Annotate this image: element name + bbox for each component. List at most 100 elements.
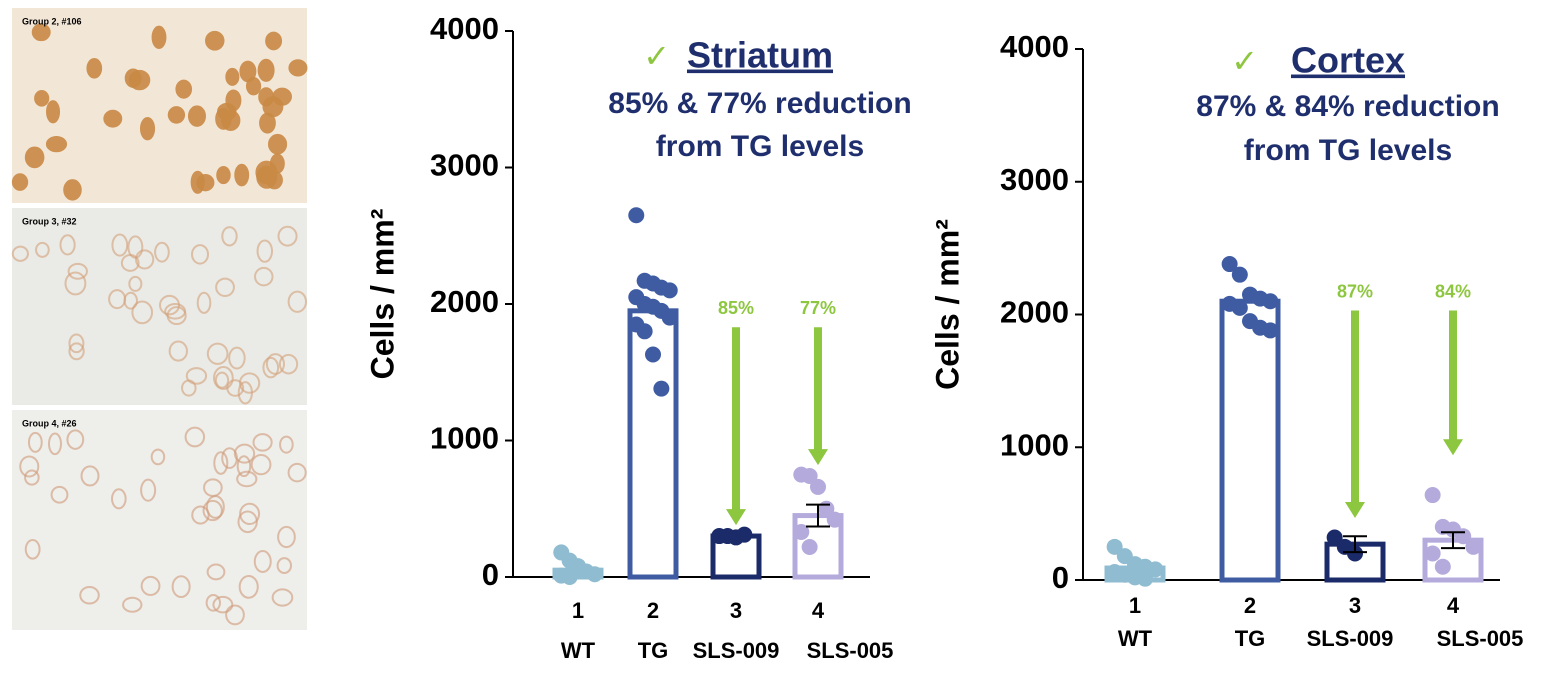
data-point	[636, 323, 653, 340]
cell	[187, 105, 207, 127]
cell	[236, 455, 252, 478]
arrow	[1443, 310, 1463, 456]
cell	[206, 342, 229, 365]
cell	[46, 100, 61, 124]
category-number: 1	[1129, 593, 1141, 618]
cell	[245, 76, 262, 96]
data-point	[1424, 545, 1441, 562]
y-tick-label: 0	[1052, 560, 1069, 595]
cell	[80, 465, 100, 487]
category-label: SLS-005	[1437, 626, 1524, 651]
cell	[159, 294, 180, 316]
cell	[196, 291, 212, 314]
data-point	[661, 282, 678, 299]
cell	[237, 510, 258, 534]
cell	[31, 23, 51, 42]
data-point	[1465, 538, 1482, 555]
y-tick-label: 3000	[1000, 162, 1069, 197]
y-axis-label: Cells / mm²	[929, 219, 965, 390]
category-number: 3	[1349, 593, 1361, 618]
cell	[213, 365, 234, 390]
cell	[257, 58, 275, 82]
cell	[122, 596, 143, 613]
cell	[277, 525, 296, 549]
cell	[111, 488, 127, 510]
cell	[234, 163, 250, 187]
cell	[213, 451, 229, 475]
cell	[256, 239, 274, 263]
cell	[267, 133, 288, 155]
cell	[287, 290, 308, 313]
cell	[272, 87, 292, 106]
cell	[216, 165, 231, 185]
chart-subtitle: from TG levels	[1244, 134, 1452, 167]
cell	[154, 241, 170, 263]
data-point	[1434, 558, 1451, 575]
cell	[253, 550, 272, 573]
cell	[27, 431, 43, 453]
cell	[191, 505, 210, 525]
category-number: 3	[730, 598, 742, 623]
cell	[128, 275, 143, 292]
cell	[150, 448, 166, 466]
cell	[167, 106, 186, 124]
cell	[181, 379, 197, 397]
cell	[185, 367, 208, 385]
data-point	[801, 538, 818, 555]
arrow	[1345, 310, 1365, 519]
data-point	[1147, 561, 1164, 578]
cell	[120, 254, 140, 272]
category-label: SLS-009	[693, 638, 780, 663]
data-point	[801, 467, 818, 484]
category-label: TG	[638, 638, 669, 663]
check-mark: ✓	[1231, 42, 1258, 80]
arrow-head	[726, 509, 746, 526]
cell	[24, 469, 40, 486]
y-tick-label: 1000	[430, 421, 499, 456]
cell	[50, 485, 69, 504]
chart-subtitle: 87% & 84% reduction	[1196, 90, 1499, 123]
cell	[11, 173, 29, 191]
y-axis-label: Cells / mm²	[364, 209, 400, 380]
cell	[214, 371, 230, 389]
cell	[111, 233, 129, 257]
chart-subtitle: 85% & 77% reduction	[608, 87, 911, 120]
cell	[19, 455, 40, 478]
category-number: 2	[647, 598, 659, 623]
cell	[68, 333, 85, 354]
cell	[225, 67, 240, 86]
cell	[259, 112, 276, 134]
cell	[66, 429, 85, 450]
cell	[238, 574, 259, 599]
cell	[103, 109, 123, 128]
data-point	[661, 309, 678, 326]
data-point	[1221, 256, 1238, 273]
cell	[64, 271, 87, 296]
y-tick-label: 1000	[1000, 427, 1069, 462]
data-point	[736, 526, 753, 543]
data-point	[1347, 545, 1363, 562]
error-bar	[806, 503, 830, 528]
cell	[252, 433, 273, 452]
cell	[190, 170, 205, 194]
cell	[279, 435, 294, 454]
data-point	[628, 207, 645, 224]
category-label: WT	[561, 638, 596, 663]
cell	[47, 432, 63, 456]
category-label: TG	[1235, 626, 1266, 651]
panel-label: Group 3, #32	[22, 216, 77, 226]
cell	[233, 443, 256, 464]
cell	[184, 426, 206, 448]
category-label: SLS-005	[807, 638, 894, 663]
arrow	[726, 327, 746, 526]
y-tick-label: 0	[482, 557, 499, 592]
cell	[255, 160, 278, 185]
cell	[225, 604, 245, 626]
annotation-label: 85%	[718, 298, 754, 318]
cell	[140, 478, 157, 502]
data-point	[1106, 538, 1123, 555]
image-panel	[12, 410, 307, 630]
category-label: WT	[1118, 626, 1153, 651]
cell	[171, 575, 191, 599]
